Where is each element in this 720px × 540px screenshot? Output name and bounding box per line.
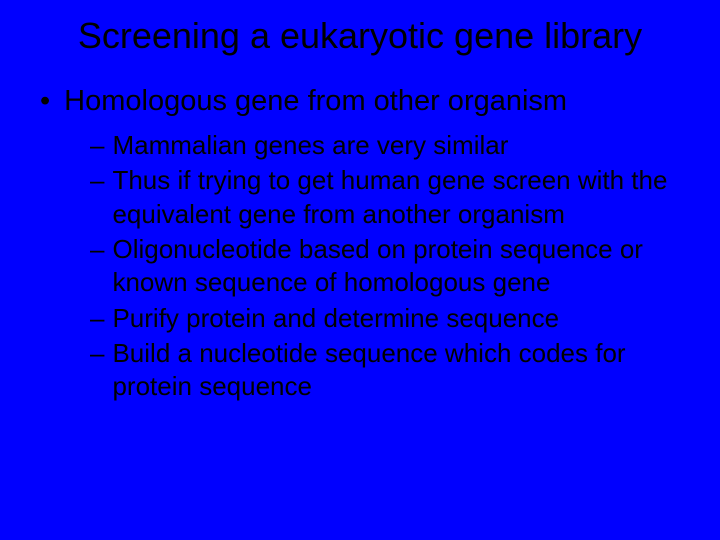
bullet-level2: – Purify protein and determine sequence xyxy=(90,302,680,335)
bullet-level2: – Oligonucleotide based on protein seque… xyxy=(90,233,680,300)
bullet-level2: – Mammalian genes are very similar xyxy=(90,129,680,162)
slide: Screening a eukaryotic gene library • Ho… xyxy=(0,0,720,540)
bullet-text-l2: Oligonucleotide based on protein sequenc… xyxy=(112,233,680,300)
bullet-marker-l2: – xyxy=(90,164,104,231)
bullet-marker-l1: • xyxy=(40,84,50,119)
bullet-text-l2: Build a nucleotide sequence which codes … xyxy=(112,337,680,404)
bullet-marker-l2: – xyxy=(90,302,104,335)
bullet-level2: – Build a nucleotide sequence which code… xyxy=(90,337,680,404)
slide-title: Screening a eukaryotic gene library xyxy=(30,15,690,56)
bullet-marker-l2: – xyxy=(90,337,104,404)
bullet-text-l1: Homologous gene from other organism xyxy=(64,84,567,119)
bullet-marker-l2: – xyxy=(90,233,104,300)
bullet-level1: • Homologous gene from other organism xyxy=(30,84,690,119)
bullet-level2: – Thus if trying to get human gene scree… xyxy=(90,164,680,231)
bullet-text-l2: Thus if trying to get human gene screen … xyxy=(112,164,680,231)
bullet-text-l2: Purify protein and determine sequence xyxy=(112,302,559,335)
bullet-text-l2: Mammalian genes are very similar xyxy=(112,129,508,162)
sub-bullet-list: – Mammalian genes are very similar – Thu… xyxy=(30,129,690,403)
bullet-marker-l2: – xyxy=(90,129,104,162)
